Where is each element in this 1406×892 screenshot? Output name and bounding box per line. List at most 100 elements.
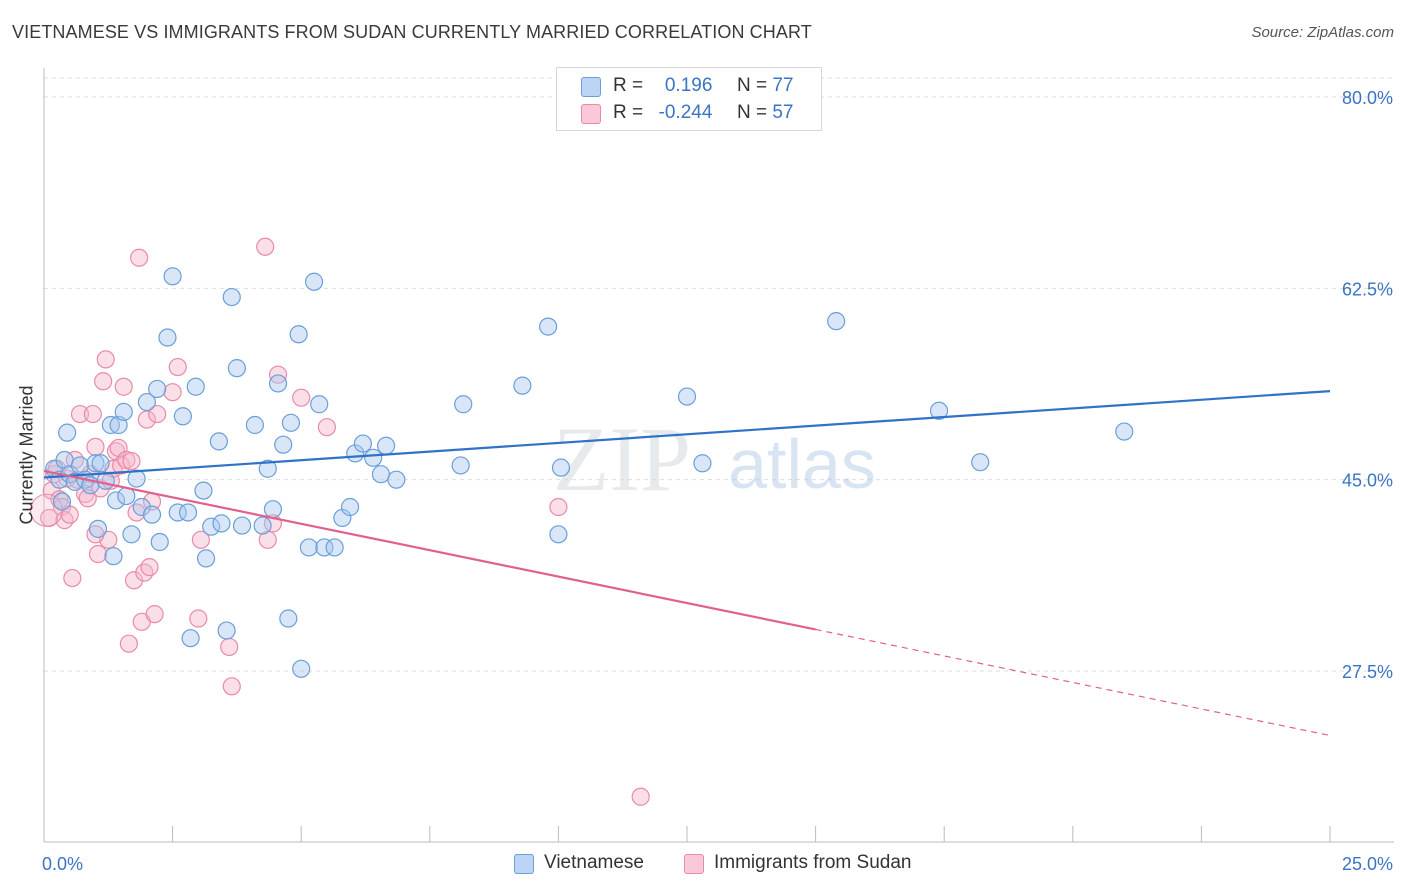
vietnamese-point [281,413,301,432]
vietnamese-point [194,481,213,500]
vietnamese-point [91,454,110,473]
sudan-point [148,404,167,424]
sudan-point [191,530,210,549]
vietnamese-point [268,374,288,393]
legend-swatch-sudan [581,104,601,124]
vietnamese-point [168,503,187,522]
vietnamese-point [232,516,252,535]
sudan-point [119,634,138,653]
vietnamese-point [158,328,177,347]
sudan-point [140,558,159,577]
vietnamese-point [289,325,308,344]
legend-n-value: 57 [772,102,794,123]
vietnamese-point [376,436,396,455]
vietnamese-point [52,492,72,511]
vietnamese-point [451,456,470,475]
legend-r-value: -0.244 [658,102,713,123]
bottom-legend-swatch-vietnamese [514,854,534,874]
trend-line-vietnamese [43,390,1331,479]
vietnamese-point [971,453,990,472]
trend-lines [43,390,1331,737]
vietnamese-point [454,395,473,414]
sudan-point [122,451,141,471]
sudan-point [63,568,82,588]
sudan-point [317,418,337,437]
vietnamese-point [196,549,216,568]
sudan-point [70,404,90,424]
watermark: ZIP atlas [553,408,876,510]
vietnamese-point [315,538,334,557]
vietnamese-point [353,434,373,453]
vietnamese-point [310,395,329,414]
sudan-point [631,787,650,806]
sudan-point [220,637,239,657]
legend-n-value: 77 [772,75,794,96]
sudan-point [88,544,108,564]
vietnamese-point [150,532,169,552]
y-tick-label: 62.5% [1342,279,1393,299]
vietnamese-point [209,432,228,451]
gridlines [44,77,1394,672]
sudan-point [256,237,275,256]
legend-r-label: R = [613,102,644,123]
vietnamese-point [274,435,293,454]
vietnamese-point [127,469,146,488]
legend-n-label: N = [736,102,768,123]
vietnamese-point [549,525,568,544]
y-tick-label: 45.0% [1342,471,1393,491]
bottom-legend-swatch-sudan [684,854,704,874]
vietnamese-point [222,287,241,307]
sudan-point [114,377,133,396]
tick-labels: 27.5% 45.0% 62.5% 80.0% 0.0% 25.0% [42,88,1393,874]
sudan-point [112,456,131,475]
vietnamese-point [178,503,198,522]
stats-legend: R = 0.196 N = 77 R = -0.244 N = 57 [556,67,822,131]
sudan-point [65,450,84,470]
source-label: Source: ZipAtlas.com [1251,24,1394,41]
sudan-point [168,357,187,377]
trend-line-sudan [43,469,816,631]
x-tick-label-max: 25.0% [1342,854,1393,874]
vietnamese-point [101,415,120,435]
vietnamese-point [245,415,265,435]
vietnamese-point [299,538,319,557]
vietnamese-point [114,402,133,421]
vietnamese-point [325,538,344,557]
vietnamese-point [88,519,108,538]
vietnamese-point [693,454,712,473]
sudan-point [222,677,241,696]
vietnamese-point [292,659,311,678]
sudan-point [549,497,568,517]
legend-r-label: R = [613,75,644,96]
vietnamese-point [212,514,231,533]
axes [43,68,1394,843]
vietnamese-point [1115,422,1134,441]
vietnamese-point [539,317,558,336]
vietnamese-point [304,272,324,291]
vietnamese-point [227,359,246,378]
sudan-point [124,571,144,590]
vietnamese-point [677,387,697,406]
vietnamese-point [163,267,182,286]
vietnamese-point [513,376,532,395]
sudan-point [135,563,154,582]
sudan-point [127,503,146,522]
vietnamese-point [929,401,949,420]
vietnamese-point [58,423,77,442]
vietnamese-point [217,621,236,640]
vietnamese-point [371,465,391,484]
watermark-zip: ZIP [553,408,691,510]
legend-n-label: N = [736,75,768,96]
vietnamese-point [148,379,167,399]
vietnamese-point [181,629,200,648]
vietnamese-point [340,497,360,517]
legend-swatch-vietnamese [581,77,601,97]
sudan-point [189,609,208,628]
bottom-legend-label-sudan: Immigrants from Sudan [714,852,912,873]
sudan-point [130,248,149,267]
vietnamese-point [186,377,205,396]
sudan-point [292,388,311,407]
chart-title: VIETNAMESE VS IMMIGRANTS FROM SUDAN CURR… [12,22,812,42]
sudan-point [94,372,113,391]
